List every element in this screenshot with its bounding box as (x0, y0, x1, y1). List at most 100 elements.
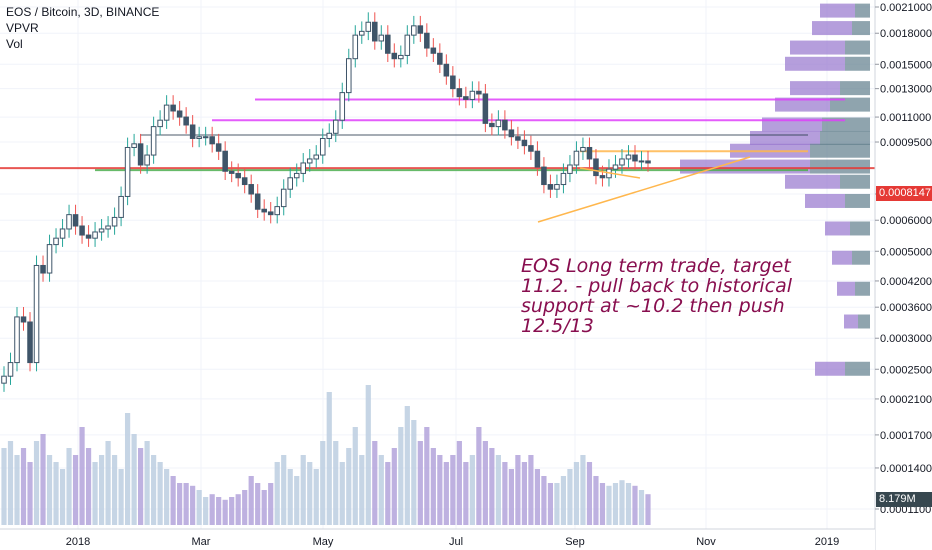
candle-body (53, 237, 59, 246)
candle-body (638, 160, 645, 163)
volume-bar (450, 455, 456, 525)
volume-bar (216, 497, 222, 525)
candle-body (437, 52, 443, 65)
y-tick-label: 0.0015000 (880, 59, 932, 71)
candle-body (495, 119, 502, 128)
vpvr-row (840, 174, 870, 189)
volume-bar (287, 469, 293, 525)
volume-bar (138, 448, 144, 525)
vpvr-row (844, 314, 858, 329)
vpvr-row (825, 221, 850, 236)
volume-bar (46, 455, 53, 525)
current-price-label: 0.0008147 (876, 186, 932, 201)
candle-body (14, 316, 20, 364)
x-tick-label: Mar (192, 536, 211, 548)
volume-bar (515, 455, 521, 525)
volume-bar (124, 413, 131, 525)
volume-bar (625, 483, 632, 525)
candle-body (163, 104, 170, 121)
candle-body (443, 63, 450, 77)
candle-body (612, 164, 619, 170)
volume-bar (476, 427, 482, 525)
chart-grid (0, 0, 875, 529)
volume-bar (40, 434, 46, 525)
candle-body (72, 214, 79, 227)
volume-bar (411, 420, 417, 525)
candle-body (339, 92, 346, 121)
volume-bar (541, 476, 547, 525)
volume-bar (372, 441, 378, 525)
candle-body (352, 34, 359, 60)
volume-bar (586, 462, 593, 525)
volume-bar (521, 462, 528, 525)
vpvr-row (805, 193, 845, 208)
volume-bar (196, 490, 202, 525)
candle-body (215, 143, 222, 152)
candle-body (345, 58, 352, 94)
y-tick-label: 0.0004200 (880, 276, 932, 288)
volume-bar (534, 469, 541, 525)
candle-body (450, 75, 456, 90)
volume-bar (378, 455, 384, 525)
volume-bar (281, 455, 287, 525)
volume-bar (547, 483, 554, 525)
vpvr-row (830, 97, 870, 112)
vpvr-row (790, 40, 845, 55)
price-axis-bg (875, 0, 932, 550)
vpvr-row (840, 81, 870, 96)
candle-body (515, 136, 521, 141)
candle-body (567, 164, 573, 174)
candle-body (111, 216, 118, 227)
volume-bar (638, 490, 645, 525)
candle-body (92, 231, 98, 239)
candle-body (118, 195, 124, 218)
candle-body (254, 193, 261, 210)
volume-bar (111, 455, 118, 525)
candle-body (27, 321, 33, 364)
volume-bar (593, 476, 599, 525)
y-tick-label: 0.0011000 (880, 112, 931, 124)
volume-bar (339, 462, 345, 525)
vpvr-row (820, 130, 870, 145)
volume-bar (72, 455, 79, 525)
y-tick-label: 0.0001700 (880, 430, 932, 442)
volume-bar (612, 483, 619, 525)
volume-bar (190, 485, 196, 525)
y-tick-label: 0.0003600 (880, 302, 932, 314)
trend-lines (537, 156, 751, 223)
volume-indicator-label[interactable]: Vol (6, 37, 23, 51)
volume-bar (580, 455, 586, 525)
candle-body (528, 145, 534, 152)
vpvr-row (855, 281, 870, 296)
candle-body (482, 93, 489, 124)
volume-bar (443, 462, 449, 525)
volume-bar (495, 455, 501, 525)
vpvr-indicator-label[interactable]: VPVR (6, 21, 39, 35)
candle-body (560, 172, 567, 186)
candle-body (469, 90, 476, 100)
vpvr-row (810, 143, 870, 158)
candle-body (98, 228, 105, 233)
y-tick-label: 0.0013000 (880, 84, 932, 96)
candle-body (170, 104, 176, 112)
volume-bar (307, 462, 313, 525)
candle-body (189, 124, 196, 139)
candle-body (202, 136, 209, 139)
candle-body (534, 150, 541, 168)
candle-body (1, 375, 7, 384)
candle-body (385, 34, 391, 54)
volume-bar (573, 462, 580, 525)
trend-line-upper (579, 167, 641, 179)
vpvr-row (820, 3, 855, 18)
candle-body (541, 166, 547, 186)
volume-bar (255, 483, 261, 525)
volume-bar (177, 483, 183, 525)
volume-bar (235, 494, 241, 525)
candle-body (66, 214, 72, 230)
volume-bar (268, 483, 274, 525)
candle-body (33, 264, 40, 364)
volume-bar (183, 483, 189, 525)
vpvr-row (852, 21, 870, 36)
candle-body (554, 184, 560, 190)
